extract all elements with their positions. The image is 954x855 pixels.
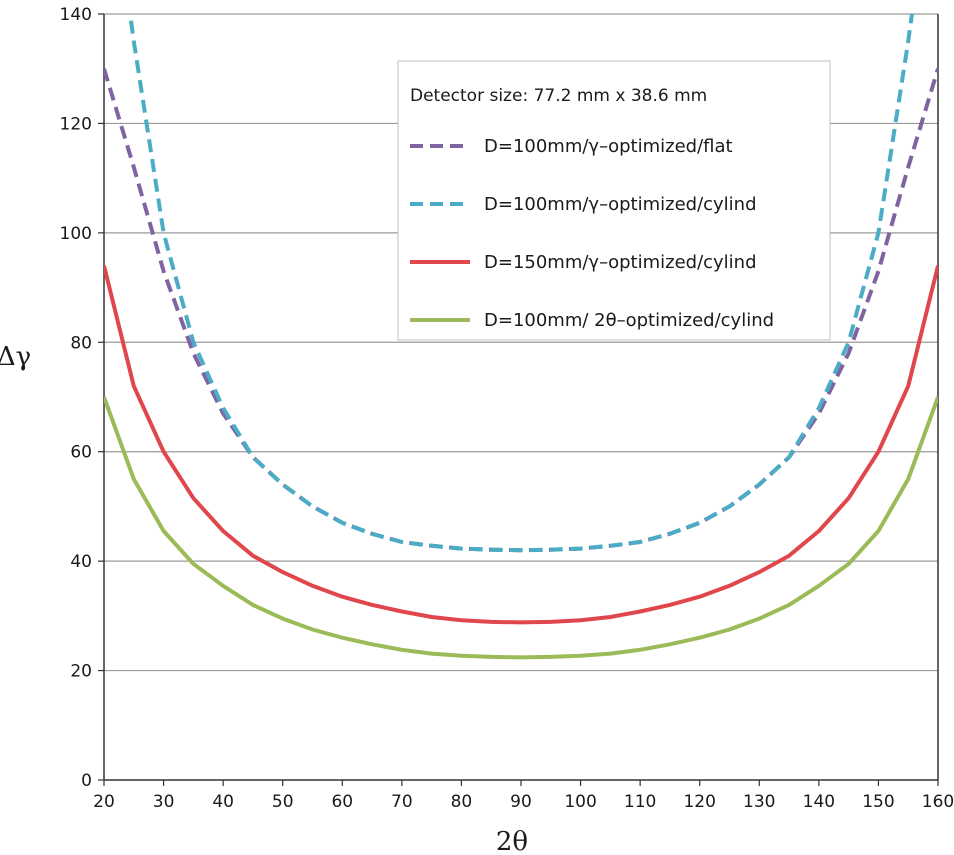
series-lines <box>104 14 938 660</box>
x-tick-label: 120 <box>683 792 715 812</box>
x-tick-label: 160 <box>922 792 954 812</box>
legend-label-3: D=150mm/γ–optimized/cylind <box>484 252 757 273</box>
y-tick-label: 100 <box>60 224 92 244</box>
y-tick-label: 40 <box>70 552 92 572</box>
legend-label-1: D=100mm/γ–optimized/flat <box>484 136 733 157</box>
x-tick-label: 20 <box>93 792 115 812</box>
x-tick-label: 80 <box>451 792 473 812</box>
y-axis-title: Δγ <box>0 342 31 372</box>
x-tick-label: 150 <box>862 792 894 812</box>
x-tick-label: 60 <box>331 792 353 812</box>
x-tick-label: 110 <box>624 792 656 812</box>
x-tick-label: 50 <box>272 792 294 812</box>
x-tick-label: 30 <box>153 792 175 812</box>
x-tick-label: 40 <box>212 792 234 812</box>
series-line-2 <box>128 14 914 553</box>
y-tick-label: 80 <box>70 333 92 353</box>
x-tick-label: 130 <box>743 792 775 812</box>
x-tick-label: 140 <box>803 792 835 812</box>
x-axis-title: 2θ <box>496 827 528 855</box>
legend: Detector size: 77.2 mm x 38.6 mm D=100mm… <box>397 60 831 341</box>
legend-label-4: D=100mm/ 2θ–optimized/cylind <box>484 310 774 331</box>
y-tick-label: 120 <box>60 114 92 134</box>
series-line-4 <box>104 396 938 660</box>
legend-box <box>397 60 831 341</box>
x-tick-label: 90 <box>510 792 532 812</box>
x-tick-label: 100 <box>564 792 596 812</box>
legend-label-2: D=100mm/γ–optimized/cylind <box>484 194 757 215</box>
y-tick-label: 0 <box>81 771 92 791</box>
legend-title: Detector size: 77.2 mm x 38.6 mm <box>410 86 707 106</box>
series-line-3 <box>104 265 938 625</box>
y-tick-label: 60 <box>70 443 92 463</box>
x-tick-label: 70 <box>391 792 413 812</box>
y-tick-label: 140 <box>60 5 92 25</box>
y-tick-label: 20 <box>70 662 92 682</box>
